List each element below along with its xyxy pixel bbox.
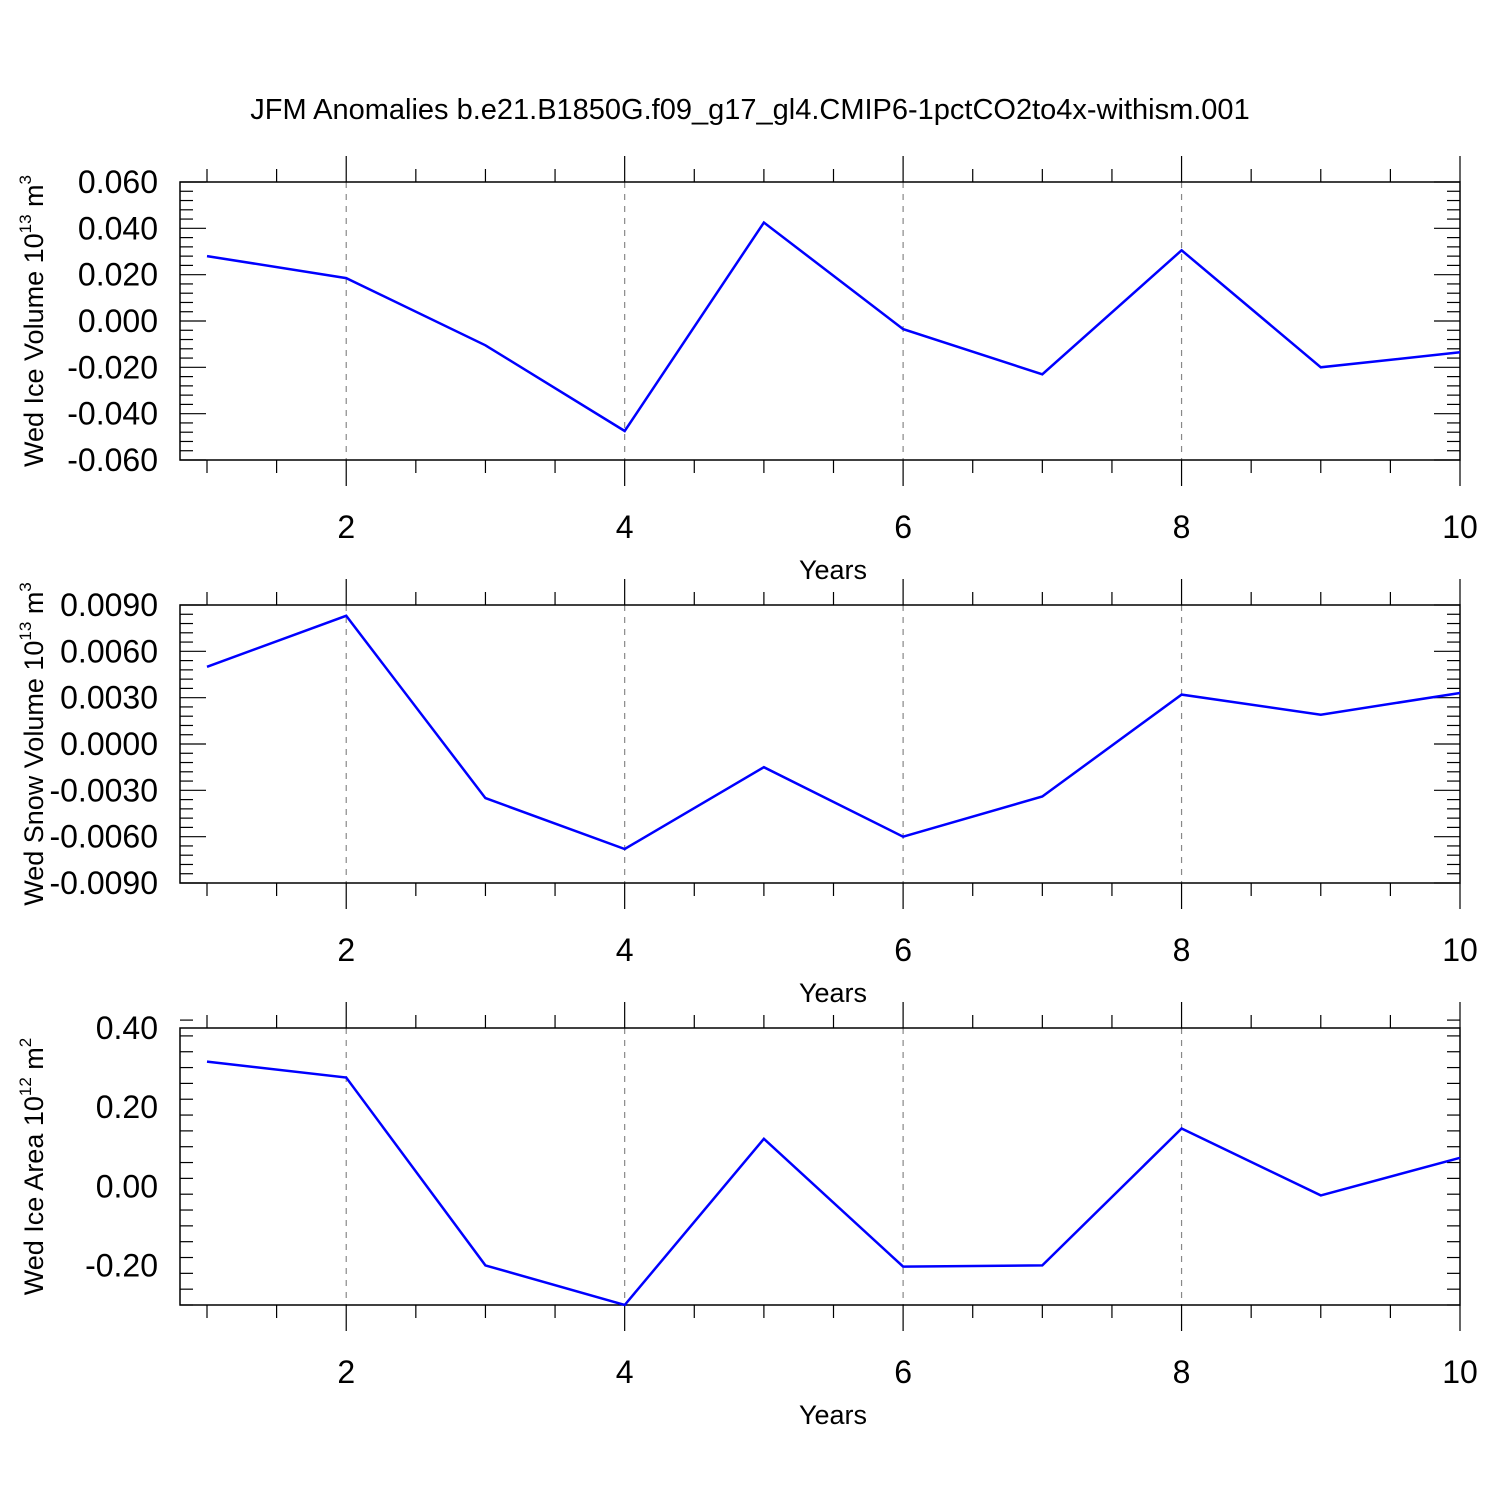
- y-tick-label: -0.060: [67, 442, 158, 478]
- x-axis-label: Years: [799, 978, 867, 1008]
- y-tick-label: -0.20: [85, 1247, 158, 1283]
- y-tick-label: -0.0060: [49, 819, 158, 855]
- x-tick-label: 8: [1173, 1354, 1191, 1390]
- y-axis-label: Wed Snow Volume 1013 m3: [16, 582, 49, 906]
- y-tick-label: 0.020: [78, 257, 158, 293]
- y-tick-label: 0.40: [96, 1010, 158, 1046]
- figure-title: JFM Anomalies b.e21.B1850G.f09_g17_gl4.C…: [250, 94, 1249, 126]
- x-tick-label: 10: [1442, 1354, 1478, 1390]
- y-tick-label: 0.000: [78, 303, 158, 339]
- x-tick-label: 8: [1173, 932, 1191, 968]
- series-line-1: [206, 614, 1461, 851]
- y-axis-label: Wed Ice Area 1012 m2: [16, 1038, 49, 1296]
- y-tick-label: 0.0060: [60, 633, 158, 669]
- x-tick-label: 6: [894, 509, 912, 545]
- plot-frame: [179, 604, 1461, 884]
- series-line-1: [206, 220, 1461, 433]
- x-axis-label: Years: [799, 1400, 867, 1430]
- x-tick-label: 4: [616, 509, 634, 545]
- x-tick-label: 10: [1442, 509, 1478, 545]
- y-tick-label: 0.040: [78, 210, 158, 246]
- x-tick-label: 6: [894, 1354, 912, 1390]
- x-tick-label: 2: [337, 509, 355, 545]
- y-tick-label: 0.0000: [60, 726, 158, 762]
- y-tick-label: -0.020: [67, 349, 158, 385]
- x-tick-label: 2: [337, 1354, 355, 1390]
- plot-frame: [179, 181, 1461, 461]
- chart-panels: -0.060 -0.040 -0.020 0.000 0.020 0.040 0.060 2 4…: [16, 156, 1478, 1430]
- x-tick-label: 8: [1173, 509, 1191, 545]
- x-tick-label: 4: [616, 932, 634, 968]
- y-tick-label: 0.060: [78, 164, 158, 200]
- series-line-1: [206, 1060, 1461, 1307]
- x-tick-label: 6: [894, 932, 912, 968]
- y-tick-label: -0.0090: [49, 865, 158, 901]
- x-tick-label: 10: [1442, 932, 1478, 968]
- panel-2: -0.0090 -0.0060 -0.0030 0.0000 0.0030 0.0060 0…: [16, 579, 1478, 1008]
- plot-frame: [179, 1027, 1461, 1306]
- x-axis-label: Years: [799, 555, 867, 585]
- panel-3: -0.20 0.00 0.20 0.40 2 4 6 8 10 Years Wed Ice Area…: [16, 1002, 1478, 1430]
- panel-1: -0.060 -0.040 -0.020 0.000 0.020 0.040 0.060 2 4…: [16, 156, 1478, 585]
- y-tick-label: 0.0090: [60, 587, 158, 623]
- y-tick-label: -0.0030: [49, 772, 158, 808]
- x-tick-label: 2: [337, 932, 355, 968]
- y-tick-label: -0.040: [67, 396, 158, 432]
- y-tick-label: 0.20: [96, 1089, 158, 1125]
- y-tick-label: 0.0030: [60, 680, 158, 716]
- y-axis-label: Wed Ice Volume 1013 m3: [16, 175, 49, 467]
- x-tick-label: 4: [616, 1354, 634, 1390]
- y-tick-label: 0.00: [96, 1168, 158, 1204]
